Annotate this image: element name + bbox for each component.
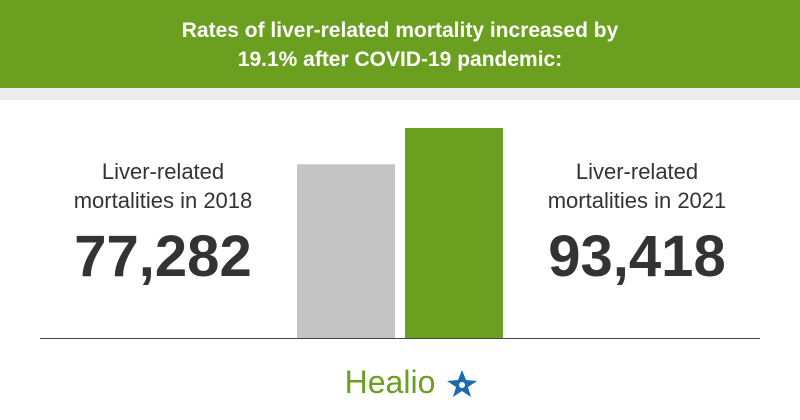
- header-band: [0, 0, 800, 88]
- value-label: 77,282: [74, 224, 252, 289]
- header-strip: [0, 88, 800, 100]
- bar: [405, 128, 503, 338]
- logo: Healio: [344, 364, 436, 400]
- chart-title: Rates of liver-related mortality increas…: [181, 19, 619, 71]
- category-label: Liver-related mortalities in 2021: [547, 159, 727, 213]
- value-label: 93,418: [548, 224, 726, 289]
- logo-icon: [447, 370, 477, 397]
- category-label: Liver-related mortalities in 2018: [73, 159, 253, 213]
- bar: [297, 164, 395, 338]
